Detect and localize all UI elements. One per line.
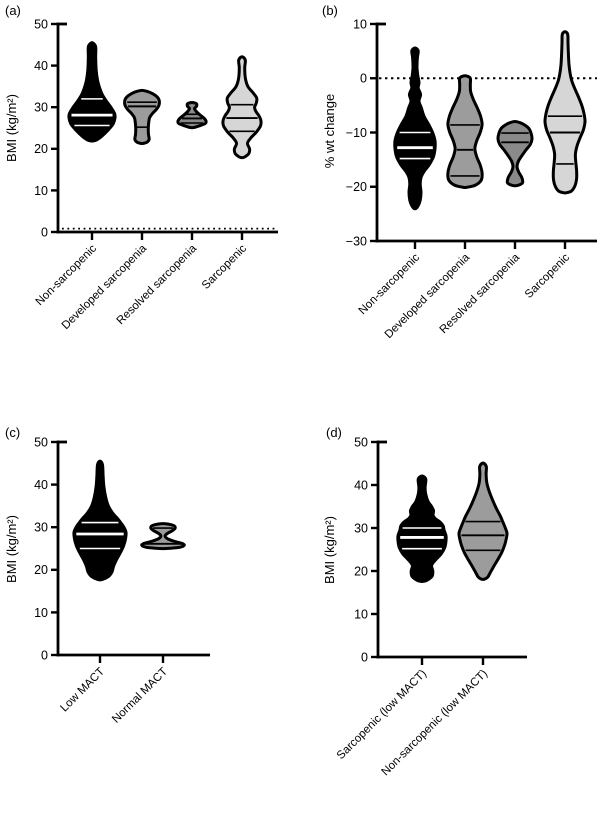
violin-b-non-sarcopenic bbox=[393, 46, 437, 211]
y-tick-label-b--10: −10 bbox=[346, 126, 367, 140]
y-tick-label-b--30: −30 bbox=[346, 234, 367, 248]
panel-label-d: (d) bbox=[326, 425, 342, 440]
y-tick-label-a-30: 30 bbox=[34, 101, 48, 115]
x-category-label-d-non-sarcopenic-low-mact: Non-sarcopenic (low MACT) bbox=[380, 668, 491, 779]
y-tick-label-a-20: 20 bbox=[34, 142, 48, 156]
panel-label-b: (b) bbox=[322, 3, 338, 18]
y-axis-title-d: BMI (kg/m²) bbox=[322, 516, 337, 584]
y-tick-label-c-0: 0 bbox=[41, 648, 48, 662]
y-tick-label-a-0: 0 bbox=[41, 225, 48, 239]
y-tick-label-b-10: 10 bbox=[353, 17, 367, 31]
y-tick-label-a-10: 10 bbox=[34, 184, 48, 198]
y-tick-label-b-0: 0 bbox=[360, 72, 367, 86]
x-category-label-b-developed-sarcopenia: Developed sarcopenia bbox=[383, 251, 473, 341]
y-axis-title-c: BMI (kg/m²) bbox=[4, 515, 19, 583]
y-tick-label-d-0: 0 bbox=[361, 650, 368, 664]
violin-b-sarcopenic bbox=[543, 30, 587, 195]
x-category-label-c-normal-mact: Normal MACT bbox=[110, 666, 170, 726]
y-tick-label-a-50: 50 bbox=[34, 17, 48, 31]
panel-label-a: (a) bbox=[5, 3, 21, 18]
y-tick-label-d-10: 10 bbox=[354, 607, 368, 621]
violin-b-developed-sarcopenia bbox=[446, 74, 484, 190]
panel-b: (b)% wt change100−10−20−30Non-sarcopenic… bbox=[322, 3, 597, 341]
y-tick-label-b--20: −20 bbox=[346, 180, 367, 194]
y-tick-label-d-30: 30 bbox=[354, 521, 368, 535]
x-category-label-b-sarcopenic: Sarcopenic bbox=[523, 251, 572, 300]
y-tick-label-d-20: 20 bbox=[354, 564, 368, 578]
violin-a-sarcopenic bbox=[221, 55, 263, 160]
x-category-label-a-developed-sarcopenia: Developed sarcopenia bbox=[60, 242, 150, 332]
panel-a: (a)BMI (kg/m²)50403020100Non-sarcopenicD… bbox=[4, 3, 278, 332]
y-axis-title-a: BMI (kg/m²) bbox=[4, 94, 19, 162]
y-tick-label-d-40: 40 bbox=[354, 478, 368, 492]
violin-a-developed-sarcopenia bbox=[123, 88, 161, 146]
y-tick-label-a-40: 40 bbox=[34, 59, 48, 73]
y-tick-label-c-40: 40 bbox=[34, 478, 48, 492]
y-tick-label-d-50: 50 bbox=[354, 435, 368, 449]
y-tick-label-c-20: 20 bbox=[34, 563, 48, 577]
violin-c-normal-mact bbox=[140, 522, 186, 551]
x-category-label-a-sarcopenic: Sarcopenic bbox=[200, 242, 249, 291]
y-tick-label-c-30: 30 bbox=[34, 521, 48, 535]
x-category-label-c-low-mact: Low MACT bbox=[58, 666, 107, 715]
violin-c-low-mact bbox=[72, 459, 128, 582]
violin-b-resolved-sarcopenia bbox=[496, 119, 534, 188]
y-tick-label-c-10: 10 bbox=[34, 606, 48, 620]
violin-a-resolved-sarcopenia bbox=[176, 100, 208, 130]
panel-c: (c) BMI (kg/m²) 50 40 30 20 10 0 Low MACT Normal … bbox=[4, 425, 210, 726]
y-tick-label-c-50: 50 bbox=[34, 435, 48, 449]
panel-label-c: (c) bbox=[5, 425, 20, 440]
y-axis-title-b: % wt change bbox=[322, 94, 337, 168]
